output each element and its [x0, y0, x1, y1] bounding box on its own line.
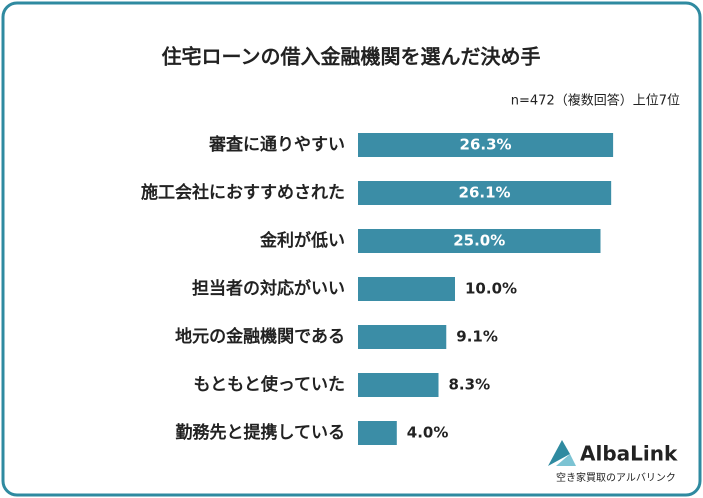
- bar: [358, 229, 601, 253]
- logo-name: AlbaLink: [580, 442, 678, 466]
- value-label: 9.1%: [456, 328, 498, 346]
- value-label: 8.3%: [449, 376, 491, 394]
- bar: [358, 373, 439, 397]
- value-label: 4.0%: [407, 424, 449, 442]
- chart-subtitle: n=472（複数回答）上位7位: [511, 93, 680, 109]
- category-label: 金利が低い: [259, 230, 345, 251]
- bar: [358, 421, 397, 445]
- bar: [358, 325, 447, 349]
- bar: [358, 277, 455, 301]
- value-label: 26.3%: [460, 136, 512, 154]
- chart-title: 住宅ローンの借入金融機関を選んだ決め手: [162, 45, 541, 69]
- category-label: 施工会社におすすめされた: [141, 182, 345, 203]
- category-label: 担当者の対応がいい: [192, 278, 345, 299]
- category-label: もともと使っていた: [194, 374, 345, 395]
- bar: [358, 181, 612, 205]
- category-label: 審査に通りやすい: [208, 134, 345, 155]
- category-label: 勤務先と提携している: [176, 422, 346, 443]
- logo-icon: [548, 440, 576, 466]
- value-label: 25.0%: [453, 232, 505, 250]
- bar: [358, 133, 614, 157]
- value-label: 10.0%: [465, 280, 517, 298]
- value-label: 26.1%: [459, 184, 511, 202]
- logo-tagline: 空き家買取のアルバリンク: [556, 471, 676, 484]
- category-label: 地元の金融機関である: [175, 326, 345, 347]
